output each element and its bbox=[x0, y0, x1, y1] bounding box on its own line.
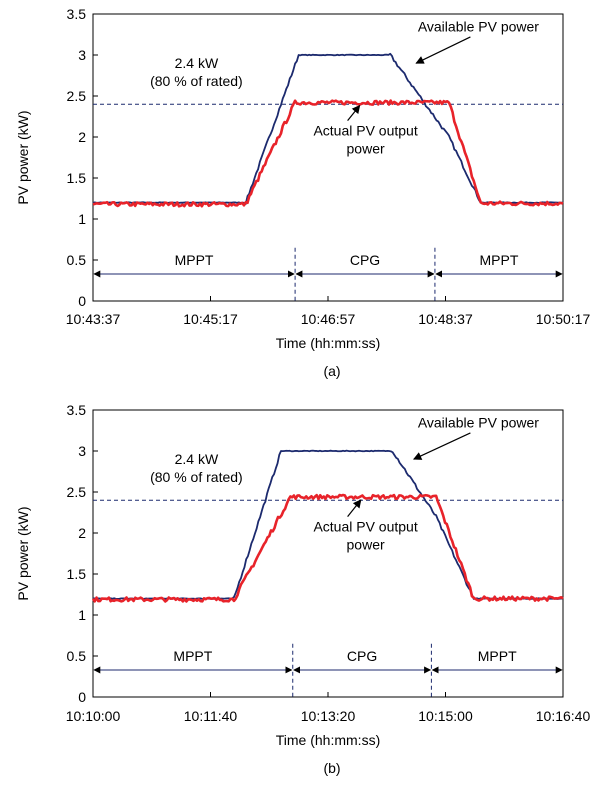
x-axis-label: Time (hh:mm:ss) bbox=[276, 335, 380, 351]
mode-label: CPG bbox=[347, 648, 377, 664]
reference-label-note: (80 % of rated) bbox=[150, 469, 243, 485]
mode-label: CPG bbox=[350, 252, 380, 268]
reference-label-note: (80 % of rated) bbox=[150, 73, 243, 89]
y-tick-label: 3.5 bbox=[67, 6, 87, 22]
x-tick-label: 10:11:40 bbox=[184, 708, 238, 724]
panel-label: (b) bbox=[323, 760, 340, 776]
y-tick-label: 0.5 bbox=[67, 648, 87, 664]
x-tick-label: 10:10:00 bbox=[66, 708, 121, 724]
chart-panel-2: 0 0.5 1 1.5 2 2.5 3 3.5 10:10:00 10:11:40 10:13:20… bbox=[15, 402, 590, 776]
y-tick-label: 3.5 bbox=[67, 402, 87, 418]
annotation-available-pv-power: Available PV power bbox=[418, 18, 539, 34]
reference-label: 2.4 kW bbox=[175, 451, 219, 467]
mode-label: MPPT bbox=[480, 252, 519, 268]
series-actual-pv-output bbox=[92, 99, 564, 208]
panel-label: (a) bbox=[323, 363, 340, 379]
y-tick-label: 0 bbox=[78, 293, 86, 309]
y-tick-label: 2 bbox=[78, 525, 86, 541]
x-tick-label: 10:48:37 bbox=[418, 311, 473, 327]
annotation-actual-pv-output-line2: power bbox=[347, 536, 385, 552]
x-tick-label: 10:45:17 bbox=[183, 311, 238, 327]
annotation-actual-pv-output-line2: power bbox=[347, 140, 385, 156]
y-tick-label: 1 bbox=[78, 211, 86, 227]
y-tick-label: 2 bbox=[78, 129, 86, 145]
y-tick-label: 2.5 bbox=[67, 484, 87, 500]
reference-label: 2.4 kW bbox=[175, 55, 219, 71]
chart-panel-1: 0 0.5 1 1.5 2 2.5 3 3.5 10:43:37 10:45:17 10:46:57… bbox=[15, 6, 590, 379]
y-tick-label: 1.5 bbox=[67, 566, 87, 582]
annotation-arrow bbox=[413, 432, 471, 460]
mode-label: MPPT bbox=[175, 252, 214, 268]
x-tick-label: 10:16:40 bbox=[536, 708, 591, 724]
x-tick-label: 10:43:37 bbox=[66, 311, 121, 327]
x-tick-label: 10:13:20 bbox=[301, 708, 356, 724]
y-tick-label: 2.5 bbox=[67, 88, 87, 104]
y-tick-label: 3 bbox=[78, 443, 86, 459]
annotation-actual-pv-output: Actual PV output bbox=[313, 122, 417, 138]
series-actual-pv-output bbox=[91, 493, 564, 603]
mode-label: MPPT bbox=[173, 648, 212, 664]
annotation-arrow bbox=[347, 104, 361, 121]
x-tick-label: 10:46:57 bbox=[301, 311, 356, 327]
annotation-arrow bbox=[415, 36, 471, 64]
annotation-available-pv-power: Available PV power bbox=[418, 414, 539, 430]
annotation-arrow bbox=[347, 499, 362, 517]
y-axis-label: PV power (kW) bbox=[15, 506, 31, 600]
y-tick-label: 0.5 bbox=[67, 252, 87, 268]
mode-label: MPPT bbox=[478, 648, 517, 664]
y-tick-label: 0 bbox=[78, 689, 86, 705]
annotation-actual-pv-output: Actual PV output bbox=[313, 518, 417, 534]
x-axis-label: Time (hh:mm:ss) bbox=[276, 732, 380, 748]
y-tick-label: 1 bbox=[78, 607, 86, 623]
x-tick-label: 10:50:17 bbox=[536, 311, 591, 327]
y-tick-label: 1.5 bbox=[67, 170, 87, 186]
y-tick-label: 3 bbox=[78, 47, 86, 63]
x-tick-label: 10:15:00 bbox=[418, 708, 473, 724]
y-axis-label: PV power (kW) bbox=[15, 110, 31, 204]
